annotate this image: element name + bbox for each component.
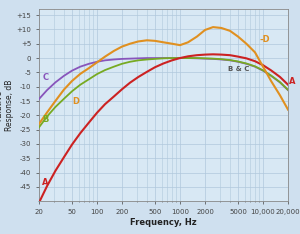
Text: A: A	[289, 77, 296, 86]
Text: C: C	[42, 73, 49, 81]
X-axis label: Frequency, Hz: Frequency, Hz	[130, 218, 197, 227]
Text: B & C: B & C	[228, 66, 250, 72]
Text: -D: -D	[259, 35, 270, 44]
Y-axis label: Relative
Response, dB: Relative Response, dB	[0, 80, 14, 131]
Text: D: D	[72, 97, 79, 106]
Text: B: B	[42, 116, 49, 124]
Text: A: A	[42, 179, 49, 187]
